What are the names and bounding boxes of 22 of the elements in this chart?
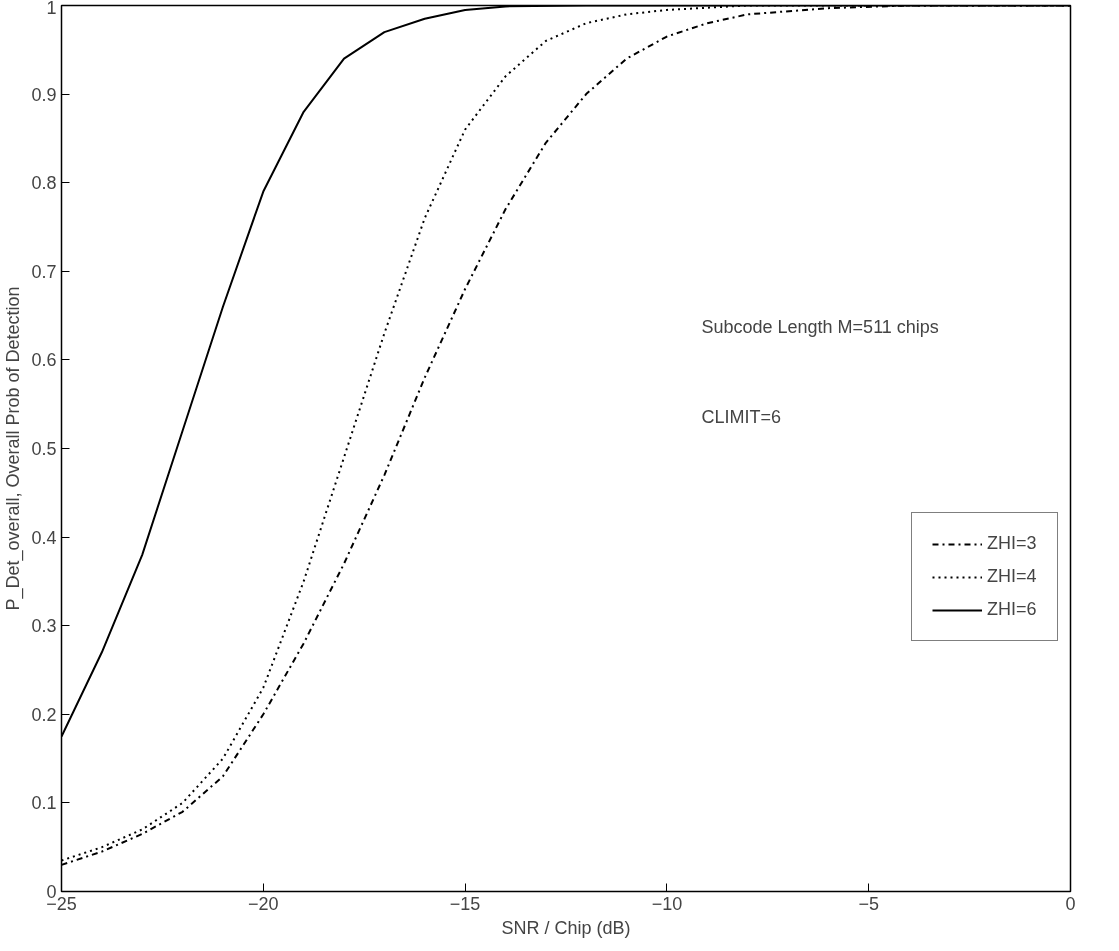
y-tick-label: 0.7 xyxy=(31,261,57,282)
y-tick-label: 0.3 xyxy=(31,616,57,637)
legend-label: ZHI=3 xyxy=(987,533,1037,554)
x-tick-label: −15 xyxy=(449,893,481,914)
y-tick-label: 1 xyxy=(46,0,57,18)
x-tick-label: 0 xyxy=(1065,893,1076,914)
y-tick-label: 0.2 xyxy=(31,704,57,725)
y-tick-label: 0.5 xyxy=(31,439,57,459)
y-tick-label: 0.1 xyxy=(31,793,57,814)
x-tick-label: −20 xyxy=(248,893,279,914)
y-axis-title: P_Det_overall, Overall Prob of Detection xyxy=(3,286,25,611)
x-tick-label: −5 xyxy=(858,893,879,914)
y-tick-label: 0.8 xyxy=(31,173,57,194)
annotation: Subcode Length M=511 chips xyxy=(701,316,939,337)
x-axis-title: SNR / Chip (dB) xyxy=(501,917,631,938)
y-tick-label: 0.9 xyxy=(31,84,57,105)
y-tick-label: 0.4 xyxy=(31,527,57,548)
y-tick-label: 0.6 xyxy=(31,350,57,371)
legend-label: ZHI=4 xyxy=(987,566,1037,587)
legend-label: ZHI=6 xyxy=(987,599,1037,620)
annotation: CLIMIT=6 xyxy=(701,406,782,427)
x-tick-label: −10 xyxy=(651,893,683,914)
